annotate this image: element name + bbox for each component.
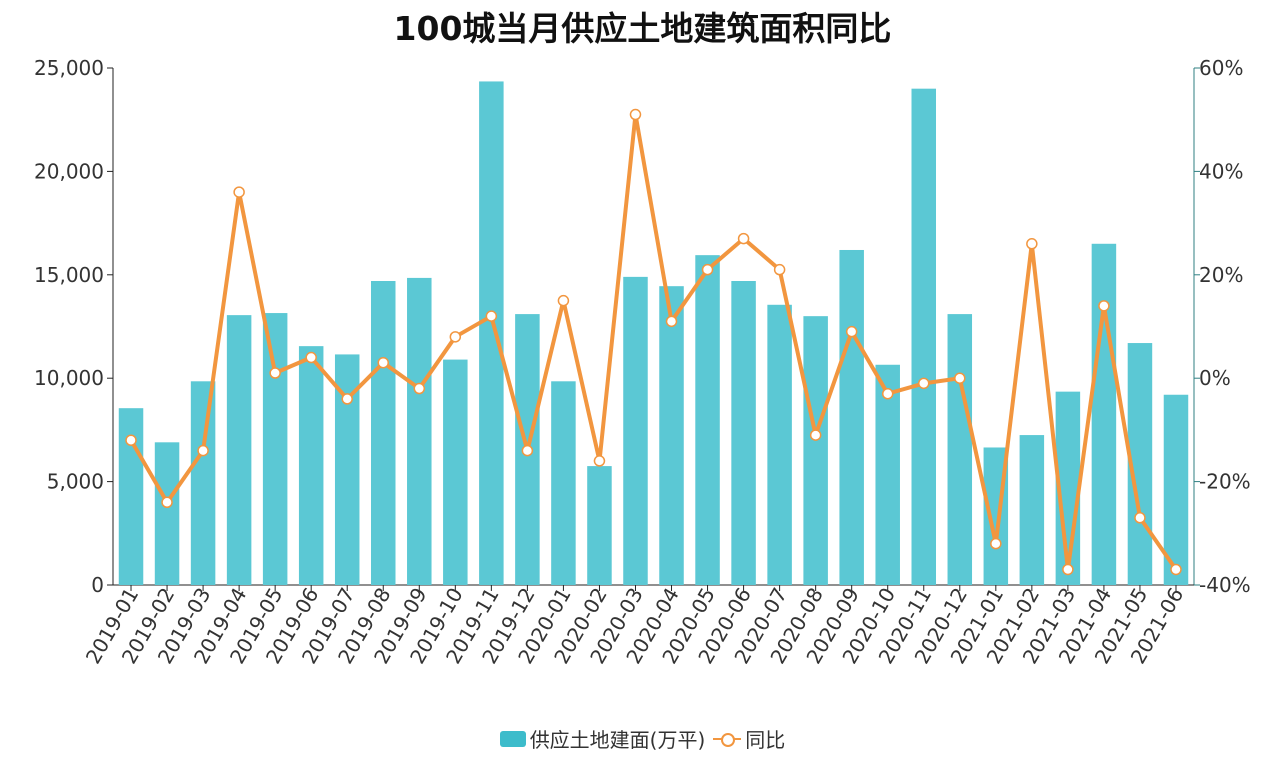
line-point [521,444,534,457]
line-point [1026,238,1038,250]
line-point [701,263,714,276]
bar [1019,435,1045,585]
legend-line-swatch [713,731,742,747]
bar [587,466,612,585]
line-point [918,377,930,390]
line-point [485,310,498,322]
line-point [125,434,137,446]
legend-bar-swatch [499,730,526,747]
y-right-tick-label: 40% [1199,159,1243,183]
bar [551,381,576,585]
line-point [161,496,173,509]
line-point [1062,563,1074,576]
line-point [593,455,606,467]
bar [226,315,252,585]
bar [839,249,864,585]
line-point [233,186,245,198]
bar [443,359,468,585]
chart-title: 100城当月供应土地建筑面积同比 [393,9,892,48]
bar [695,255,720,586]
line-point [1170,563,1182,576]
bar [262,313,288,585]
legend-item-bars[interactable]: 供应土地建面(万平) [499,724,706,753]
bar [407,277,432,585]
y-right-tick-label: 60% [1199,56,1243,80]
line-point [1134,512,1146,524]
line-point [665,315,678,328]
bar [947,314,973,585]
y-right-tick-label: 0% [1199,366,1231,390]
y-left-tick-label: 10,000 [34,366,104,390]
line-point [809,429,822,441]
line-point [449,331,462,343]
line-point [737,232,750,245]
legend-bar-label: 供应土地建面(万平) [529,728,706,752]
bar [298,346,324,585]
line-point [773,263,786,276]
bar [767,304,792,585]
y-left-tick-label: 5,000 [47,470,104,494]
line-point [197,444,209,457]
bar [623,276,648,585]
line-point [1098,300,1110,312]
bar [370,281,396,585]
line-point [990,537,1002,550]
line-point [557,294,570,307]
bar [1163,394,1189,585]
line-point [881,387,894,400]
line-point [377,356,389,369]
chart-legend: 供应土地建面(万平) 同比 [0,724,1285,753]
line-point [845,325,858,338]
bar [479,81,504,585]
line-point [629,108,642,121]
bar [659,286,684,585]
legend-item-line[interactable]: 同比 [713,724,785,753]
y-right-tick-label: -20% [1199,470,1251,494]
y-left-tick-label: 25,000 [34,56,104,80]
bar [731,281,756,585]
line-point [341,393,353,405]
y-right-tick-label: -40% [1199,573,1251,597]
bar [875,364,900,585]
line-point [954,372,966,384]
bar [154,442,180,585]
y-left-tick-label: 20,000 [34,159,104,183]
bar [190,381,216,585]
bar [1091,243,1117,585]
line-series [129,112,1178,572]
y-left-tick-label: 15,000 [34,263,104,287]
bar [911,88,937,586]
y-left-tick-label: 0 [91,573,104,597]
legend-line-label: 同比 [745,728,786,752]
bar [803,316,828,585]
y-right-tick-label: 20% [1199,263,1243,287]
line-point [305,351,317,364]
line-point [413,382,426,395]
line-point [269,367,281,379]
